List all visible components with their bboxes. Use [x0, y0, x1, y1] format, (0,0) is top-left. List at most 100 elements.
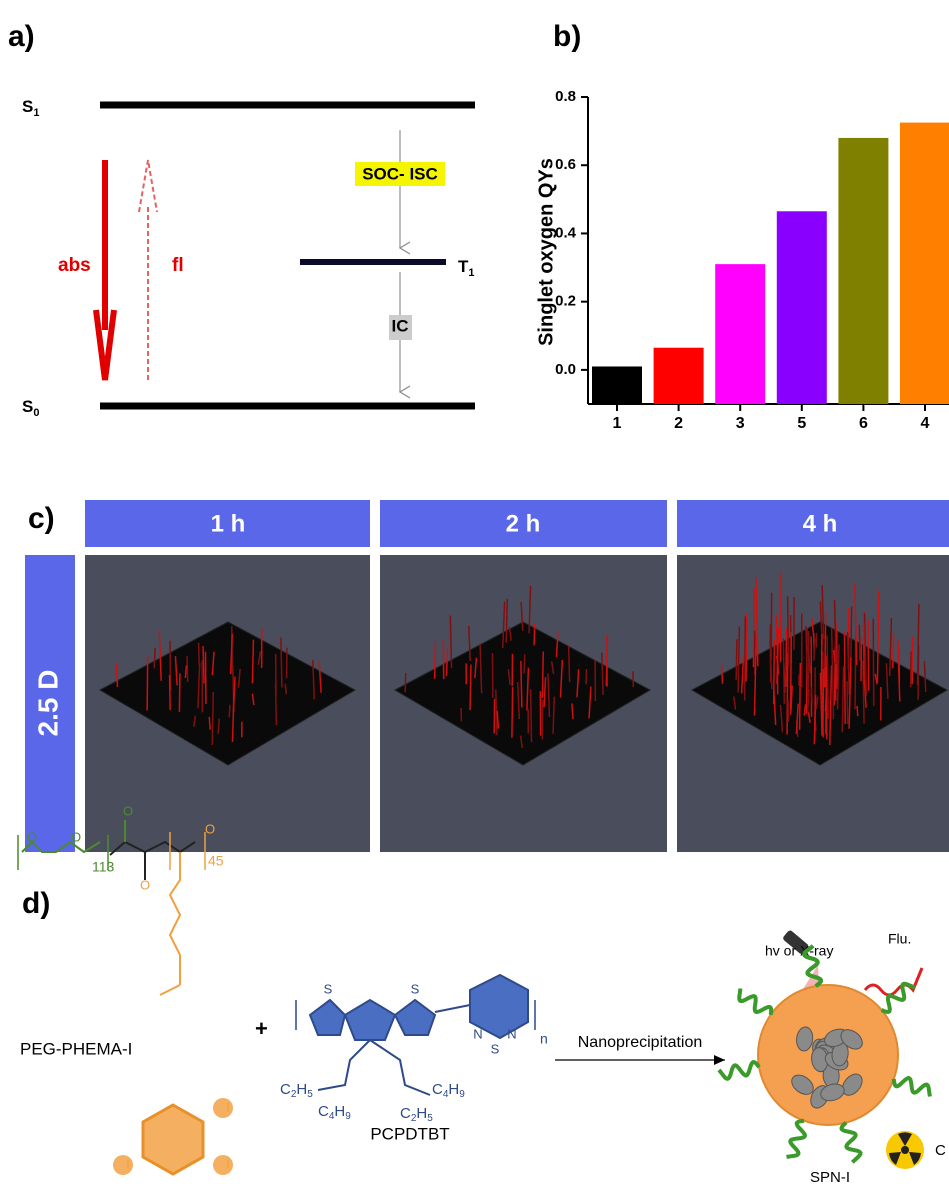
intensity-spike: [198, 682, 199, 708]
peg-helix: [787, 1121, 805, 1157]
column-label: 2 h: [506, 510, 541, 537]
bar: [592, 366, 642, 404]
column-label: 4 h: [803, 510, 838, 537]
peg-helix: [894, 1078, 930, 1096]
substituent: C4H9: [318, 1103, 351, 1122]
intensity-spike: [826, 667, 827, 740]
intensity-spike: [780, 573, 781, 663]
bar: [654, 348, 704, 404]
peg-helix: [739, 989, 771, 1015]
emission-label: Flu.: [888, 931, 911, 947]
x-tick-label: 4: [921, 415, 930, 432]
intensity-spike: [844, 631, 845, 724]
intensity-spike: [721, 664, 722, 683]
intensity-spike: [864, 622, 865, 684]
intensity-spike: [787, 653, 788, 735]
intensity-spike: [179, 673, 180, 712]
row-label: 2.5 D: [32, 670, 63, 737]
bar: [715, 264, 765, 404]
intensity-spike: [736, 639, 737, 680]
formula-element: C: [400, 1105, 411, 1122]
peg-helix: [719, 1062, 759, 1079]
intensity-spike: [893, 633, 894, 668]
substituent: C4H9: [432, 1081, 465, 1100]
intensity-spike: [212, 692, 213, 745]
intensity-spike: [786, 628, 787, 687]
atom-label: O: [140, 877, 150, 892]
intensity-spike: [187, 656, 188, 682]
state-label: T1: [458, 257, 475, 278]
bar-chart: Singlet oxygen QYs 0.00.20.40.60.8123564: [535, 88, 949, 432]
plus-sign: +: [255, 1016, 268, 1041]
state-symbol: T: [458, 257, 469, 276]
intensity-spike: [783, 639, 784, 704]
state-subscript: 1: [468, 267, 474, 279]
cyclopentadiene: [345, 1000, 395, 1040]
atom-label: O: [27, 829, 37, 844]
intensity-spike: [753, 588, 754, 667]
intensity-spike: [470, 664, 471, 710]
energy-diagram: SOC- ISC IC abs fl: [58, 105, 475, 406]
intensity-spike: [285, 684, 286, 694]
alkyl-chain: [318, 1040, 370, 1090]
bar: [838, 138, 888, 404]
abs-arrow: [96, 160, 114, 380]
intensity-spike: [524, 654, 525, 673]
intensity-spike: [229, 705, 230, 717]
ic-label: IC: [392, 316, 409, 335]
intensity-spike: [586, 669, 587, 684]
radical-label: C: [935, 1142, 946, 1159]
formula-element: H: [296, 1081, 307, 1098]
intensity-spike: [847, 681, 848, 724]
x-tick-label: 3: [736, 415, 745, 432]
intensity-spike: [859, 625, 860, 661]
intensity-spike: [812, 687, 813, 703]
excitation-label: hv or X-ray: [765, 943, 833, 959]
soc-isc-label: SOC- ISC: [362, 164, 438, 183]
y-tick-label: 0.6: [555, 156, 576, 173]
atom-label: S: [491, 1041, 500, 1056]
peg-helix: [842, 1123, 861, 1163]
intensity-spike: [281, 638, 282, 688]
arrow-label: Nanoprecipitation: [578, 1034, 703, 1051]
intensity-spike: [569, 646, 570, 682]
x-tick-label: 2: [674, 415, 683, 432]
side-chain: [170, 852, 180, 985]
intensity-spike: [531, 689, 532, 742]
atom-label: I: [226, 1099, 230, 1114]
bar: [777, 211, 827, 404]
intensity-spike: [868, 620, 869, 691]
intensity-spike: [512, 687, 513, 738]
intensity-spike: [147, 656, 148, 711]
synthesis-scheme: PEG-PHEMA-I11345+PCPDTBTnOOOOOIIISSNSNC2…: [18, 803, 946, 1186]
subscript: 45: [208, 853, 224, 869]
state-symbol: S: [22, 97, 33, 116]
formula-element: H: [334, 1103, 345, 1120]
intensity-spike: [745, 616, 746, 700]
formula-subscript: 9: [459, 1089, 465, 1100]
atom-label: O: [123, 803, 133, 818]
polymer-label: PEG-PHEMA-I: [20, 1039, 132, 1058]
panel-label: c): [28, 502, 55, 535]
formula-subscript: 5: [307, 1089, 313, 1100]
fl-arrow: [139, 160, 157, 380]
y-axis-label: Singlet oxygen QYs: [535, 158, 557, 346]
state-label: S0: [22, 397, 39, 418]
intensity-spike: [199, 663, 200, 682]
state-label: S1: [22, 97, 39, 118]
intensity-spike: [814, 639, 815, 661]
intensity-spike: [746, 614, 747, 682]
radiation-icon: [901, 1146, 909, 1154]
x-tick-label: 5: [797, 415, 806, 432]
intensity-spike: [209, 717, 210, 730]
intensity-spike: [534, 623, 535, 645]
intensity-spike: [506, 599, 507, 643]
intensity-spike: [170, 675, 171, 710]
formula-element: H: [448, 1081, 459, 1098]
abs-label: abs: [58, 255, 91, 276]
bar: [900, 123, 949, 404]
substituent: C2H5: [280, 1081, 313, 1100]
iodine: [213, 1155, 233, 1175]
intensity-spike: [435, 642, 436, 679]
product-label: SPN-I: [810, 1169, 850, 1186]
